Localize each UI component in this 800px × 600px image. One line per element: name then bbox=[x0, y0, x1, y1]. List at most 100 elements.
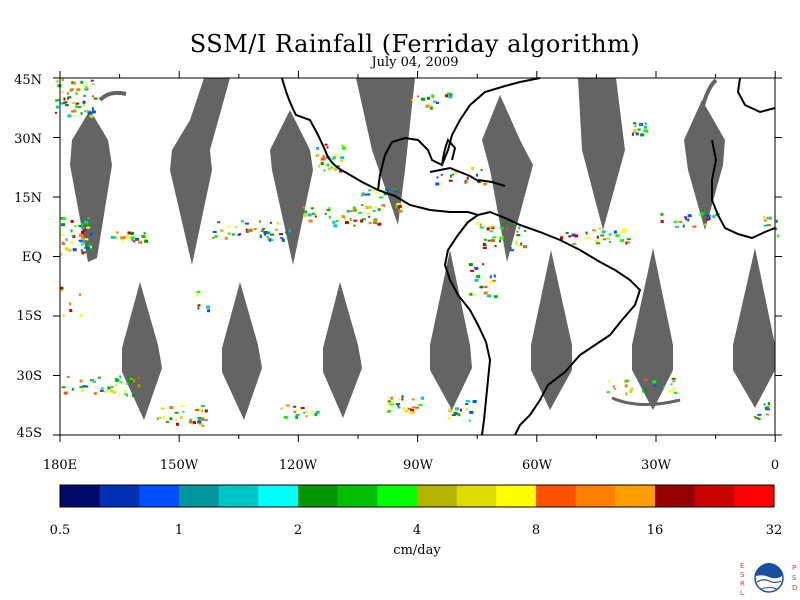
rain-cell bbox=[682, 224, 685, 228]
rain-cell bbox=[89, 114, 94, 118]
rain-cell bbox=[494, 245, 497, 247]
rain-cell bbox=[603, 238, 606, 241]
rain-cell bbox=[653, 384, 657, 387]
rain-cell bbox=[67, 248, 72, 252]
rain-cell bbox=[333, 168, 338, 171]
rain-cell bbox=[448, 95, 453, 99]
rain-cell bbox=[349, 210, 353, 213]
colorbar-box bbox=[179, 485, 220, 507]
rain-cell bbox=[56, 105, 59, 109]
rain-cell bbox=[354, 209, 357, 211]
rain-cell bbox=[635, 132, 639, 136]
colorbar-tick-label: 1 bbox=[175, 523, 183, 538]
rain-cell bbox=[113, 390, 117, 394]
rain-cell bbox=[366, 205, 369, 209]
rain-cell bbox=[305, 415, 308, 418]
rain-cell bbox=[431, 94, 435, 98]
rain-cell bbox=[203, 419, 208, 422]
rain-cell bbox=[100, 387, 104, 390]
rain-cell bbox=[269, 238, 272, 242]
rain-cell bbox=[520, 242, 523, 246]
rain-cell bbox=[133, 379, 136, 383]
rain-cell bbox=[127, 379, 132, 382]
rain-cell bbox=[489, 280, 494, 284]
rain-cell bbox=[300, 407, 305, 409]
rain-cell bbox=[454, 170, 459, 174]
rain-cell bbox=[79, 386, 84, 389]
rain-cell bbox=[63, 391, 68, 395]
rain-cell bbox=[620, 231, 625, 234]
rain-cell bbox=[466, 176, 469, 180]
rain-cell bbox=[473, 293, 477, 296]
rain-cell bbox=[279, 233, 283, 236]
rain-cell bbox=[326, 163, 330, 167]
rain-cell bbox=[361, 218, 366, 221]
rain-cell bbox=[339, 169, 343, 173]
rain-cell bbox=[83, 228, 86, 232]
rain-cell bbox=[341, 146, 346, 150]
lon-label: 90W bbox=[403, 458, 434, 473]
rain-cell bbox=[175, 418, 177, 421]
rain-cell bbox=[401, 398, 404, 401]
rain-cell bbox=[381, 204, 386, 207]
rain-cell bbox=[483, 182, 486, 186]
rain-cell bbox=[712, 215, 716, 219]
rain-cell bbox=[600, 234, 605, 237]
rain-cell bbox=[305, 410, 308, 413]
rain-cell bbox=[415, 406, 419, 409]
rain-cell bbox=[285, 404, 290, 407]
rain-cell bbox=[398, 398, 400, 401]
rain-cell bbox=[625, 392, 628, 396]
rain-cell bbox=[421, 396, 424, 400]
rain-cell bbox=[411, 398, 415, 401]
rain-cell bbox=[214, 235, 218, 239]
rain-cell bbox=[67, 114, 72, 118]
rain-cell bbox=[259, 220, 261, 224]
rain-cell bbox=[72, 81, 76, 85]
rain-cell bbox=[402, 407, 406, 411]
noaa-logo: E S R L P S D bbox=[740, 562, 797, 597]
rain-cell bbox=[637, 128, 641, 131]
swath-gap bbox=[531, 250, 572, 410]
rain-cell bbox=[238, 233, 241, 236]
rain-cell bbox=[474, 266, 479, 270]
rain-cell bbox=[207, 309, 211, 313]
rain-cell bbox=[470, 269, 475, 272]
rain-cell bbox=[84, 220, 89, 224]
rain-cell bbox=[486, 227, 490, 231]
rain-cell bbox=[60, 286, 64, 290]
rain-cell bbox=[78, 233, 83, 237]
coastline-south-america bbox=[477, 210, 642, 436]
rain-cell bbox=[595, 239, 600, 242]
rain-cell bbox=[61, 217, 66, 221]
rain-cell bbox=[482, 263, 485, 266]
rain-cell bbox=[235, 225, 238, 228]
rain-cell bbox=[98, 376, 101, 379]
rain-cell bbox=[82, 84, 87, 87]
rain-cell bbox=[60, 289, 64, 292]
rain-cell bbox=[670, 383, 673, 386]
rain-cell bbox=[596, 242, 600, 245]
rain-cell bbox=[620, 239, 624, 243]
lon-label: 150W bbox=[160, 458, 199, 473]
rain-cell bbox=[475, 221, 479, 225]
rain-cell bbox=[93, 392, 97, 395]
rain-cell bbox=[199, 423, 203, 426]
rain-cell bbox=[200, 405, 205, 408]
rain-cell bbox=[471, 167, 475, 170]
colorbar-box bbox=[615, 485, 656, 507]
rain-cell bbox=[644, 122, 647, 125]
rain-cell bbox=[340, 144, 345, 147]
rain-cell bbox=[489, 225, 494, 228]
rain-cell bbox=[332, 156, 336, 160]
swath-gap bbox=[270, 110, 313, 265]
rain-cell bbox=[145, 236, 148, 239]
rain-cell bbox=[197, 417, 202, 419]
rain-cell bbox=[633, 122, 637, 125]
rain-cell bbox=[84, 88, 89, 91]
rain-cell bbox=[372, 209, 376, 212]
rain-cell bbox=[320, 157, 324, 161]
rain-cell bbox=[227, 232, 231, 235]
rain-cell bbox=[60, 233, 64, 236]
rain-cell bbox=[499, 227, 504, 230]
